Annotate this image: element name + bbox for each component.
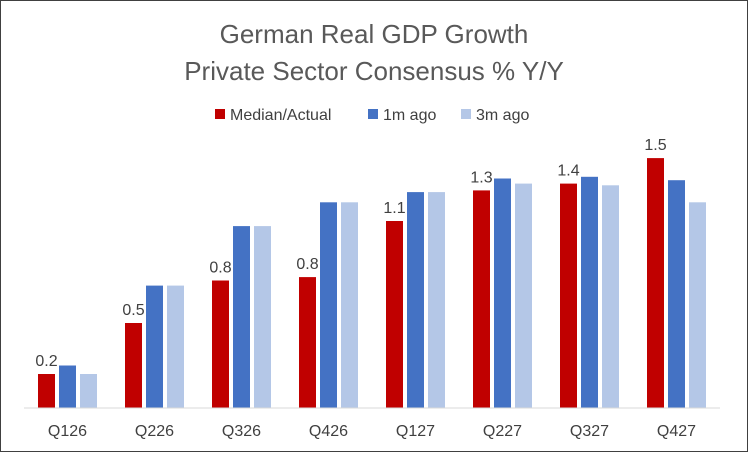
bar-3m-ago-q227 <box>515 183 532 408</box>
x-tick-q426: Q426 <box>309 423 348 440</box>
bar-median-actual-q126 <box>38 374 55 408</box>
bar-1m-ago-q427 <box>668 180 685 408</box>
data-label-q226: 0.5 <box>122 302 144 319</box>
bar-1m-ago-q426 <box>320 202 337 408</box>
bar-median-actual-q427 <box>647 158 664 408</box>
bar-3m-ago-q127 <box>428 192 445 408</box>
bar-median-actual-q227 <box>473 190 490 408</box>
chart-subtitle: Private Sector Consensus % Y/Y <box>184 56 564 86</box>
chart-title: German Real GDP Growth <box>220 19 529 49</box>
legend-swatch-3m-ago <box>461 109 471 119</box>
legend-label-3m-ago: 3m ago <box>476 107 529 124</box>
bar-median-actual-q127 <box>386 221 403 408</box>
bar-3m-ago-q426 <box>341 202 358 408</box>
x-tick-q226: Q226 <box>135 423 174 440</box>
legend-swatch-1m-ago <box>368 109 378 119</box>
data-label-q426: 0.8 <box>296 256 318 273</box>
bar-1m-ago-q226 <box>146 285 163 408</box>
x-tick-q127: Q127 <box>396 423 435 440</box>
data-label-q127: 1.1 <box>383 200 405 217</box>
x-axis-ticks: Q126 Q226 Q326 Q426 Q127 Q227 Q327 Q427 <box>48 423 696 440</box>
legend-swatch-median-actual <box>215 109 225 119</box>
x-tick-q327: Q327 <box>570 423 609 440</box>
bar-3m-ago-q327 <box>602 185 619 408</box>
bar-median-actual-q326 <box>212 280 229 408</box>
bar-median-actual-q426 <box>299 277 316 408</box>
bar-median-actual-q226 <box>125 323 142 408</box>
data-labels-group: 0.2 0.5 0.8 0.8 1.1 1.3 1.4 1.5 <box>35 137 666 370</box>
data-label-q326: 0.8 <box>209 260 231 277</box>
bar-3m-ago-q226 <box>167 285 184 408</box>
x-tick-q126: Q126 <box>48 423 87 440</box>
legend: Median/Actual 1m ago 3m ago <box>215 107 529 124</box>
legend-label-median-actual: Median/Actual <box>230 107 331 124</box>
x-tick-q427: Q427 <box>657 423 696 440</box>
bars-group <box>38 158 706 408</box>
data-label-q126: 0.2 <box>35 353 57 370</box>
data-label-q227: 1.3 <box>470 169 492 186</box>
bar-1m-ago-q227 <box>494 178 511 408</box>
x-tick-q227: Q227 <box>483 423 522 440</box>
bar-3m-ago-q326 <box>254 226 271 408</box>
bar-1m-ago-q126 <box>59 365 76 408</box>
bar-3m-ago-q427 <box>689 202 706 408</box>
bar-1m-ago-q327 <box>581 176 598 408</box>
bar-median-actual-q327 <box>560 183 577 408</box>
x-tick-q326: Q326 <box>222 423 261 440</box>
data-label-q427: 1.5 <box>644 137 666 154</box>
bar-1m-ago-q326 <box>233 226 250 408</box>
legend-label-1m-ago: 1m ago <box>383 107 436 124</box>
data-label-q327: 1.4 <box>557 163 579 180</box>
bar-3m-ago-q126 <box>80 374 97 408</box>
bar-1m-ago-q127 <box>407 192 424 408</box>
